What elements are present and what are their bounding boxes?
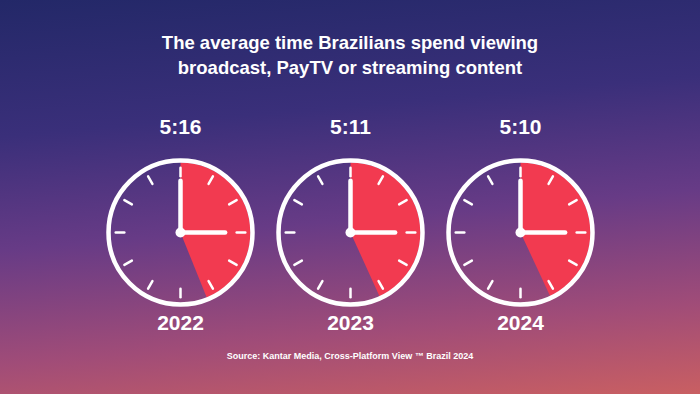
svg-text:2022: 2022	[157, 311, 204, 334]
html-text:The average time Brazilians sp: The average time Brazilians spend viewin…	[161, 32, 539, 78]
svg-text:5:11: 5:11	[330, 115, 371, 138]
svg-text:5:16: 5:16	[159, 115, 201, 138]
svg-text:2024: 2024	[497, 311, 544, 334]
svg-text:2023: 2023	[327, 311, 374, 334]
html-text:Source: Kantar Media, Cross-Pl: Source: Kantar Media, Cross-Platform Vie…	[226, 351, 474, 361]
svg-text:5:10: 5:10	[499, 115, 541, 138]
